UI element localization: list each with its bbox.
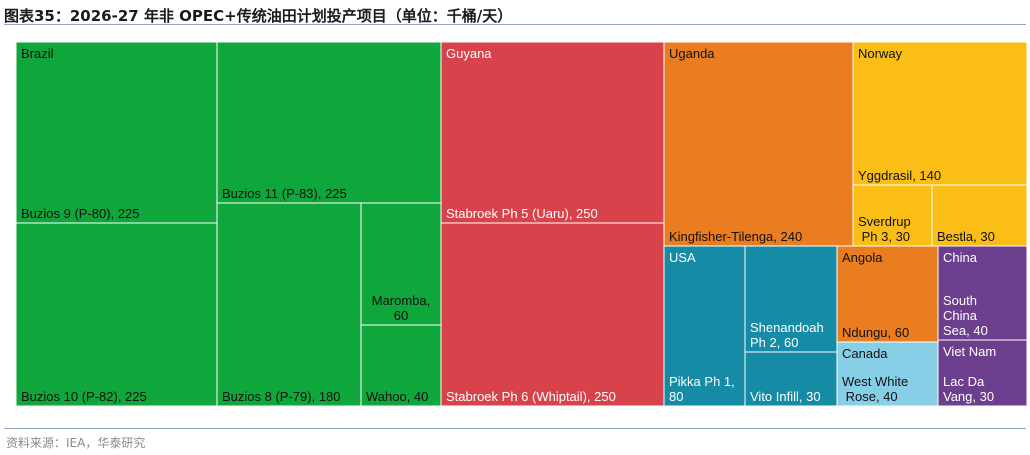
cell-label-shenandoah-ph-2: Shenandoah Ph 2, 60 bbox=[750, 320, 824, 350]
cell-label-sverdrup-ph-3: Sverdrup Ph 3, 30 bbox=[858, 214, 911, 244]
cell-label-west-white-rose: West White Rose, 40 bbox=[842, 374, 908, 404]
chart-title: 图表35：2026-27 年非 OPEC+传统油田计划投产项目（单位：千桶/天） bbox=[4, 7, 513, 25]
group-label-china: China bbox=[943, 250, 978, 265]
source-note: 资料来源：IEA，华泰研究 bbox=[6, 436, 146, 450]
treemap-cell-shenandoah-ph-2 bbox=[744, 245, 838, 353]
cell-label-pikka-ph-1: Pikka Ph 1, 80 bbox=[669, 374, 735, 404]
group-label-usa: USA bbox=[669, 250, 696, 265]
cell-label-maromba: Maromba, 60 bbox=[372, 293, 431, 323]
treemap-cell-sverdrup-ph-3 bbox=[852, 184, 933, 247]
treemap-cell-buzios-10-p-82 bbox=[15, 222, 218, 407]
treemap-cell-stabroek-ph-5-uaru bbox=[440, 41, 665, 224]
group-label-guyana: Guyana bbox=[446, 46, 492, 61]
cell-label-buzios-10-p-82: Buzios 10 (P-82), 225 bbox=[21, 389, 147, 404]
treemap-cell-stabroek-ph-6-whiptail bbox=[440, 222, 665, 407]
footer-rule bbox=[4, 428, 1026, 429]
title-rule bbox=[4, 24, 1026, 25]
treemap-cell-yggdrasil bbox=[852, 41, 1028, 186]
cell-label-vito-infill: Vito Infill, 30 bbox=[750, 389, 821, 404]
cell-label-wahoo: Wahoo, 40 bbox=[366, 389, 428, 404]
cell-label-stabroek-ph-6-whiptail: Stabroek Ph 6 (Whiptail), 250 bbox=[446, 389, 616, 404]
treemap-cell-buzios-8-p-79 bbox=[216, 202, 362, 407]
cell-label-stabroek-ph-5-uaru: Stabroek Ph 5 (Uaru), 250 bbox=[446, 206, 598, 221]
group-label-viet-nam: Viet Nam bbox=[943, 344, 996, 359]
cell-label-kingfisher-tilenga: Kingfisher-Tilenga, 240 bbox=[669, 229, 802, 244]
cell-label-buzios-8-p-79: Buzios 8 (P-79), 180 bbox=[222, 389, 341, 404]
cell-label-south-china-sea: South China Sea, 40 bbox=[943, 293, 988, 338]
treemap-frame bbox=[15, 41, 1028, 407]
treemap-chart: Buzios 9 (P-80), 225 Buzios 10 (P-82), 22… bbox=[15, 41, 1028, 407]
group-label-angola: Angola bbox=[842, 250, 883, 265]
group-label-brazil: Brazil bbox=[21, 46, 54, 61]
treemap-cell-lac-da-vang bbox=[937, 339, 1028, 407]
cell-label-yggdrasil: Yggdrasil, 140 bbox=[858, 168, 941, 183]
treemap-cell-wahoo bbox=[360, 324, 442, 407]
group-label-norway: Norway bbox=[858, 46, 903, 61]
treemap-cell-kingfisher-tilenga bbox=[663, 41, 854, 247]
group-label-uganda: Uganda bbox=[669, 46, 715, 61]
group-label-canada: Canada bbox=[842, 346, 888, 361]
cell-label-buzios-11-p-83: Buzios 11 (P-83), 225 bbox=[222, 186, 347, 201]
cell-label-buzios-9-p-80: Buzios 9 (P-80), 225 bbox=[21, 206, 140, 221]
treemap-cell-buzios-9-p-80 bbox=[15, 41, 218, 224]
treemap-cell-buzios-11-p-83 bbox=[216, 41, 442, 204]
treemap-cell-vito-infill bbox=[744, 351, 838, 407]
treemap-cell-maromba bbox=[360, 202, 442, 326]
cell-label-lac-da-vang: Lac Da Vang, 30 bbox=[943, 374, 994, 404]
treemap-cell-bestla bbox=[931, 184, 1028, 247]
treemap-cell-south-china-sea bbox=[937, 245, 1028, 341]
cell-label-ndungu: Ndungu, 60 bbox=[842, 325, 909, 340]
cell-label-bestla: Bestla, 30 bbox=[937, 229, 995, 244]
